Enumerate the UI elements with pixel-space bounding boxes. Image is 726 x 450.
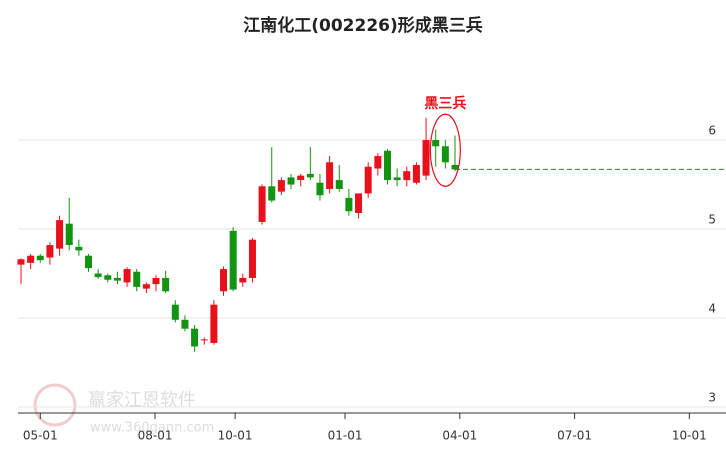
candle-body xyxy=(191,328,199,347)
candle-body xyxy=(56,220,64,249)
candle-body xyxy=(412,164,420,183)
candle-body xyxy=(432,140,440,147)
y-tick-label: 3 xyxy=(708,391,716,405)
candle-body xyxy=(210,304,218,343)
watermark-url: www.360gann.com xyxy=(90,421,214,436)
candle-body xyxy=(200,339,208,341)
candle-body xyxy=(123,269,131,283)
x-tick-label: 07-01 xyxy=(557,429,592,443)
y-tick-label: 4 xyxy=(708,302,716,316)
candle-body xyxy=(403,171,411,181)
candle-body xyxy=(297,175,305,181)
candle-body xyxy=(422,140,430,176)
watermark-logo xyxy=(33,383,77,427)
candle-body xyxy=(287,177,295,185)
candle-body xyxy=(220,269,228,292)
watermark: 赢家江恩软件 www.360gann.com xyxy=(33,383,214,436)
x-tick-label: 08-01 xyxy=(138,429,173,443)
candle-body xyxy=(335,180,343,189)
candle-body xyxy=(355,193,363,214)
candle-body xyxy=(364,166,372,194)
candle-body xyxy=(306,173,314,178)
x-tick-label: 05-01 xyxy=(23,429,58,443)
candle-body xyxy=(345,197,353,212)
candle-body xyxy=(94,273,102,278)
x-tick-label: 01-01 xyxy=(328,429,363,443)
candle-body xyxy=(451,164,459,170)
candle-body xyxy=(326,162,334,189)
candle-body xyxy=(46,245,54,258)
candle-body xyxy=(17,259,25,265)
candle-body xyxy=(248,239,256,278)
candle-body xyxy=(181,319,189,329)
candle-body xyxy=(383,150,391,181)
candle-body xyxy=(36,255,44,261)
x-tick-label: 04-01 xyxy=(442,429,477,443)
candle-body xyxy=(277,180,285,192)
annotation-ellipse xyxy=(429,113,461,187)
candle-body xyxy=(239,277,247,283)
candle-body xyxy=(316,182,324,196)
candle-body xyxy=(374,156,382,169)
candle-body xyxy=(133,271,141,287)
candle-body xyxy=(142,284,150,289)
candle-body xyxy=(104,275,112,280)
candle-body xyxy=(229,230,237,290)
x-tick-label: 10-01 xyxy=(218,429,253,443)
x-tick-label: 10-01 xyxy=(672,429,707,443)
y-tick-label: 5 xyxy=(708,213,716,227)
candle-body xyxy=(268,186,276,201)
watermark-brand: 赢家江恩软件 xyxy=(88,389,196,411)
candle-body xyxy=(171,304,179,320)
annotation-label: 黑三兵 xyxy=(424,95,466,112)
candle-body xyxy=(393,177,401,181)
candle-body xyxy=(65,223,73,246)
chart-title: 江南化工(002226)形成黑三兵 xyxy=(243,15,483,36)
candle-body xyxy=(75,246,83,251)
candle-body xyxy=(85,255,93,269)
candle-body xyxy=(152,277,160,285)
candle-body xyxy=(258,186,266,222)
candle-body xyxy=(113,277,121,281)
candle-body xyxy=(27,255,35,263)
candle-body xyxy=(441,146,449,163)
y-tick-label: 6 xyxy=(708,124,716,138)
candle-body xyxy=(162,277,170,292)
